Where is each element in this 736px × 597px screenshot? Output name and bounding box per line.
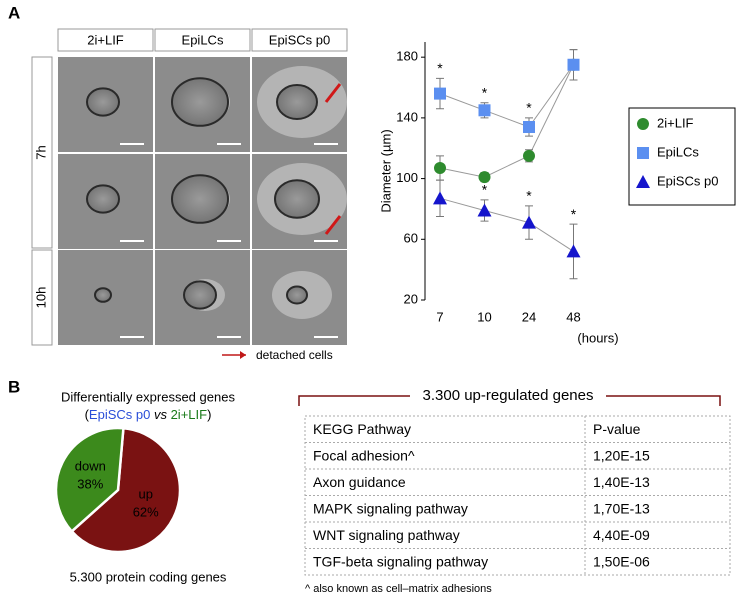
slice-value: 38% (77, 477, 103, 492)
slice-value: 62% (133, 504, 159, 519)
pie-footnote: 5.300 protein coding genes (70, 569, 227, 584)
legend-text: detached cells (256, 348, 333, 362)
legend-label: EpiSCs p0 (657, 173, 718, 188)
table-cell: 1,70E-13 (593, 500, 650, 516)
data-point (523, 120, 535, 133)
colony (183, 280, 217, 310)
subtitle-part: ) (207, 407, 211, 422)
significance: * (526, 100, 532, 116)
legend-box (628, 107, 736, 206)
significance: * (482, 182, 488, 198)
x-axis-label: (hours) (577, 330, 618, 345)
column-header-box (154, 28, 251, 52)
x-tick-label: 48 (566, 309, 580, 324)
data-point (523, 149, 535, 162)
data-point (522, 215, 536, 229)
column-header-box (57, 28, 154, 52)
subtitle-part: EpiSCs p0 (89, 407, 150, 422)
colony (86, 87, 120, 117)
series-line (439, 64, 574, 178)
legend-arrowhead (240, 351, 246, 359)
colony (274, 179, 320, 219)
colony (171, 77, 229, 127)
pie-title: Differentially expressed genes (61, 389, 235, 404)
slice-label: up (138, 486, 152, 501)
significance: * (571, 206, 577, 222)
table-cell: Focal adhesion^ (313, 447, 415, 463)
significance: * (526, 188, 532, 204)
table-cell: TGF-beta signaling pathway (313, 553, 488, 569)
table: 3.300 up-regulated genes KEGG Pathway P-va… (298, 385, 731, 595)
pie-chart: Differentially expressed genes (EpiSCs p0… (54, 389, 235, 584)
column-header: P-value (593, 421, 641, 437)
arrow (324, 215, 342, 235)
table-title: 3.300 up-regulated genes (423, 387, 594, 404)
series-line (439, 64, 574, 128)
significance: * (437, 60, 443, 76)
data-point (478, 104, 491, 117)
table-cell: 1,40E-13 (593, 474, 650, 490)
arrow (324, 83, 342, 103)
y-tick-label: 100 (396, 170, 418, 185)
y-tick-label: 20 (404, 291, 418, 306)
series-line (439, 197, 574, 252)
y-tick-label: 60 (404, 231, 418, 246)
row-header: 7h (33, 145, 48, 159)
significance: * (482, 84, 488, 100)
panel-label: B (8, 377, 20, 396)
table-cell: 1,20E-15 (593, 447, 650, 463)
column-header: EpiLCs (182, 32, 224, 47)
subtitle-part: ( (85, 407, 90, 422)
data-point (566, 244, 581, 258)
line-chart: 20 60 100 140 180 7 10 24 48 (hours) Diameter (µm)… (378, 42, 736, 345)
x-tick-label: 7 (436, 309, 443, 324)
pie-slice (70, 426, 182, 554)
subtitle-part: vs (150, 407, 170, 422)
table-footnote: ^ also known as cell–matrix adhesions (305, 583, 492, 595)
table-cell: WNT signaling pathway (313, 527, 460, 543)
legend-label: EpiLCs (657, 144, 699, 159)
column-header: EpiSCs p0 (269, 32, 330, 47)
micrograph-grid: 2i+LIF EpiLCs EpiSCs p0 7h 10h detached cells (31, 28, 348, 362)
y-tick-label: 140 (396, 109, 418, 124)
colony (94, 287, 112, 303)
colony (276, 84, 318, 120)
table-cell: MAPK signaling pathway (313, 500, 468, 516)
subtitle-part: 2i+LIF (171, 407, 208, 422)
row-header: 10h (33, 287, 48, 309)
slice-label: down (75, 459, 106, 474)
y-axis-label: Diameter (µm) (378, 129, 393, 212)
data-point (567, 58, 580, 71)
data-point (433, 191, 447, 205)
legend-marker (637, 118, 649, 130)
column-header: KEGG Pathway (313, 421, 411, 437)
y-tick-label: 180 (396, 49, 418, 64)
data-point (434, 87, 446, 100)
column-header-box (251, 28, 348, 52)
legend-label: 2i+LIF (657, 115, 694, 130)
pie-subtitle: (EpiSCs p0 vs 2i+LIF) (85, 407, 212, 422)
row-header-box (31, 249, 53, 346)
data-point (478, 171, 491, 184)
legend-marker (636, 175, 650, 188)
panel-label: A (8, 3, 20, 22)
colony (86, 184, 120, 214)
data-point (434, 161, 446, 174)
data-point (477, 203, 492, 217)
x-tick-label: 10 (477, 309, 491, 324)
colony (286, 285, 308, 305)
table-cell: 4,40E-09 (593, 527, 650, 543)
column-header: 2i+LIF (87, 32, 124, 47)
pie-slice (54, 426, 125, 534)
title-bg (410, 385, 606, 405)
table-cell: Axon guidance (313, 474, 406, 490)
table-cell: 1,50E-06 (593, 553, 650, 569)
legend-marker (637, 147, 649, 159)
colony (171, 174, 229, 224)
x-tick-label: 24 (522, 309, 536, 324)
row-header-box (31, 56, 53, 249)
